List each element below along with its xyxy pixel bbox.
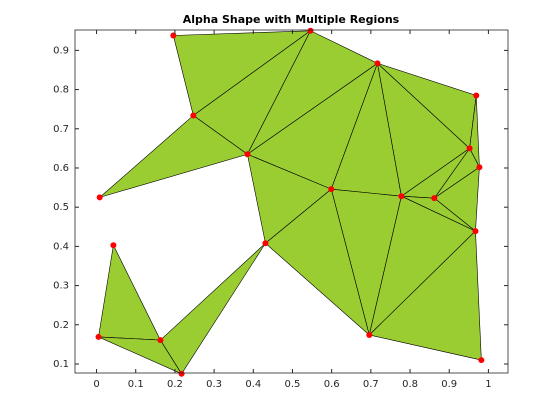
- point: [157, 337, 164, 344]
- point: [374, 60, 381, 67]
- point: [110, 242, 117, 249]
- x-tick-label: 1: [485, 379, 491, 390]
- y-tick-label: 0.7: [53, 124, 69, 135]
- x-tick-label: 0.7: [363, 379, 379, 390]
- point: [366, 331, 373, 338]
- point: [476, 164, 483, 171]
- point: [244, 151, 251, 158]
- point: [178, 370, 185, 377]
- triangle: [99, 115, 249, 198]
- point: [262, 240, 269, 247]
- x-tick-label: 0.9: [441, 379, 457, 390]
- chart-title: Alpha Shape with Multiple Regions: [183, 13, 400, 26]
- y-tick-label: 0.2: [53, 320, 69, 331]
- triangle: [368, 230, 482, 361]
- y-tick-label: 0.9: [53, 45, 69, 56]
- triangle: [160, 243, 266, 375]
- x-tick-label: 0.3: [206, 379, 222, 390]
- y-tick-label: 0.8: [53, 85, 69, 96]
- point: [95, 333, 102, 340]
- x-tick-label: 0.4: [245, 379, 261, 390]
- point: [478, 357, 485, 364]
- x-tick-label: 0.5: [285, 379, 301, 390]
- x-tick-label: 0.2: [167, 379, 183, 390]
- point: [473, 92, 480, 99]
- y-tick-label: 0.1: [53, 359, 69, 370]
- point: [472, 228, 479, 235]
- axes-box: [74, 29, 509, 374]
- y-tick-label: 0.3: [53, 281, 69, 292]
- point: [328, 186, 335, 193]
- x-tick-label: 0.6: [324, 379, 340, 390]
- y-tick-label: 0.4: [53, 241, 69, 252]
- point: [466, 145, 473, 152]
- point: [170, 32, 177, 39]
- x-tick-label: 0.8: [402, 379, 418, 390]
- point: [190, 112, 197, 119]
- x-tick-label: 0: [93, 379, 99, 390]
- point: [307, 27, 314, 34]
- point: [431, 195, 438, 202]
- y-tick-label: 0.6: [53, 163, 69, 174]
- triangle: [264, 188, 370, 336]
- point: [96, 194, 103, 201]
- point: [398, 193, 405, 200]
- y-tick-label: 0.5: [53, 202, 69, 213]
- x-tick-label: 0.1: [128, 379, 144, 390]
